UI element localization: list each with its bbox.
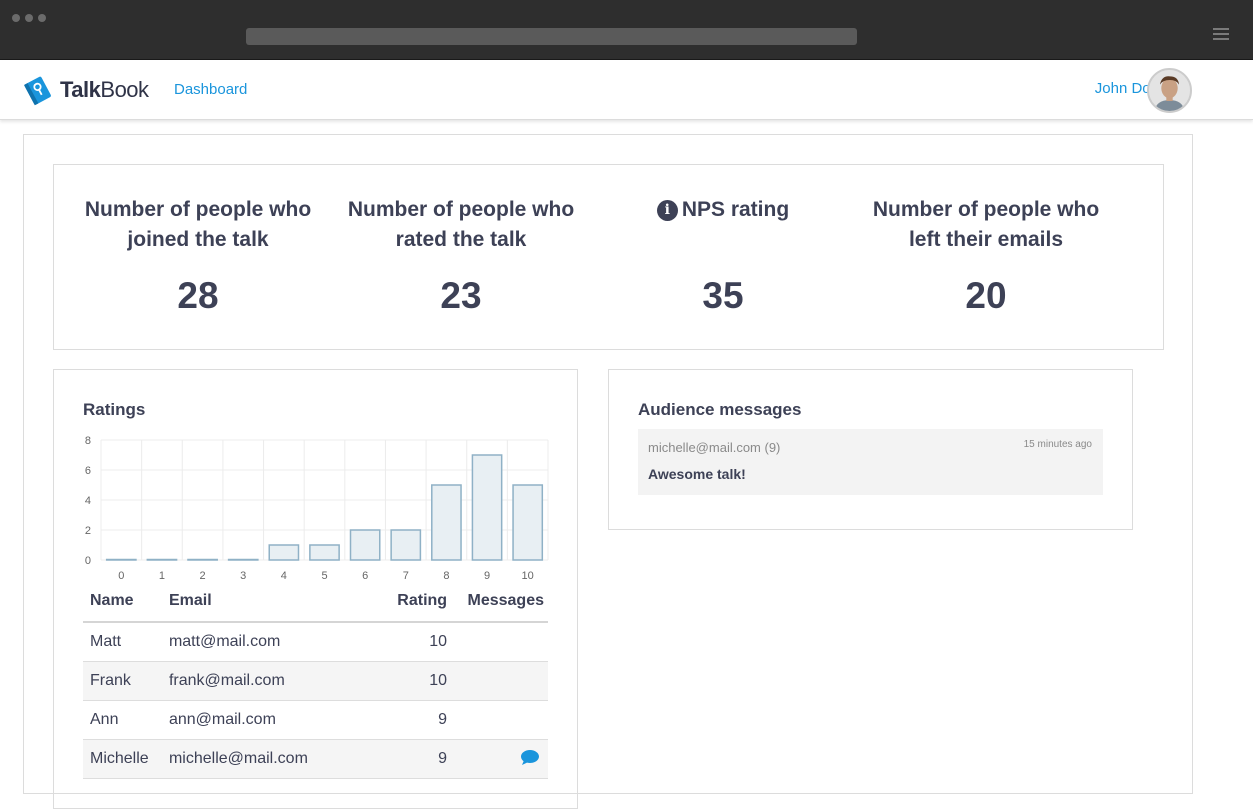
- cell-name: Ann: [83, 700, 162, 740]
- stat-value: 23: [440, 275, 482, 316]
- user-avatar-icon: [1149, 70, 1190, 111]
- x-tick-label: 7: [403, 570, 409, 582]
- stat-label: Number of people who rated the talk: [347, 198, 575, 251]
- cell-name: Michelle: [83, 739, 162, 779]
- cell-email: michelle@mail.com: [161, 739, 391, 779]
- table-row[interactable]: Ann ann@mail.com 9: [83, 700, 548, 740]
- x-tick-label: 3: [240, 570, 246, 582]
- column-header-rating[interactable]: Rating: [390, 585, 452, 623]
- column-header-email[interactable]: Email: [161, 585, 391, 623]
- bar-2: [187, 558, 218, 561]
- stat-emails: Number of people who left their emails 2…: [855, 195, 1117, 317]
- brand-name: TalkBook: [60, 77, 149, 103]
- column-header-name[interactable]: Name: [83, 585, 162, 623]
- bar-7: [390, 529, 422, 561]
- cell-messages: [451, 622, 548, 662]
- table-row[interactable]: Frank frank@mail.com 10: [83, 661, 548, 701]
- window-dot[interactable]: [12, 14, 20, 22]
- brand-name-light: Book: [100, 77, 149, 102]
- y-tick-label: 0: [85, 555, 91, 567]
- audience-messages-panel: Audience messages michelle@mail.com (9) …: [608, 369, 1133, 530]
- column-header-messages[interactable]: Messages: [451, 585, 548, 623]
- address-bar[interactable]: [246, 28, 857, 45]
- window-dot[interactable]: [38, 14, 46, 22]
- bar-0: [105, 558, 137, 561]
- stat-label: Number of people who left their emails: [872, 198, 1100, 251]
- top-navbar: TalkBook Dashboard John Doe: [0, 60, 1253, 120]
- bar-4: [268, 544, 300, 561]
- cell-email: ann@mail.com: [161, 700, 391, 740]
- cell-messages: [451, 739, 548, 779]
- y-tick-label: 8: [85, 435, 91, 447]
- stat-value: 35: [702, 275, 744, 316]
- table-row[interactable]: Matt matt@mail.com 10: [83, 622, 548, 662]
- ratings-bar-chart: 0 2 4 6 8 0 1 2 3 4 5 6 7 8 9 10: [85, 435, 549, 582]
- window-dot[interactable]: [25, 14, 33, 22]
- x-tick-label: 4: [281, 570, 287, 582]
- message-sender: michelle@mail.com (9): [648, 440, 781, 455]
- ratings-title: Ratings: [83, 400, 146, 419]
- ratings-panel: Ratings 0 2 4 6 8 0 1 2 3 4 5 6 7 8 9 10 Name Email Rat…: [53, 369, 578, 809]
- stat-label: NPS rating: [681, 198, 790, 221]
- x-tick-label: 5: [321, 570, 327, 582]
- bar-5: [309, 544, 340, 561]
- bar-1: [146, 558, 178, 561]
- cell-rating: 9: [390, 700, 452, 740]
- x-tick-label: 6: [362, 570, 368, 582]
- stat-label: Number of people who joined the talk: [84, 198, 312, 251]
- brand-name-bold: Talk: [60, 77, 101, 102]
- bar-10: [512, 484, 544, 561]
- brand-logo[interactable]: TalkBook: [22, 74, 149, 106]
- stat-value: 20: [965, 275, 1007, 316]
- y-tick-label: 6: [85, 465, 91, 477]
- cell-messages: [451, 661, 548, 701]
- stat-rated: Number of people who rated the talk 23: [330, 195, 592, 317]
- book-logo-icon: [24, 76, 51, 106]
- x-tick-label: 9: [484, 570, 490, 582]
- cell-name: Matt: [83, 622, 162, 662]
- ratings-table: Name Email Rating Messages Matt matt@mail…: [83, 585, 548, 779]
- table-row[interactable]: Michelle michelle@mail.com 9: [83, 739, 548, 779]
- info-icon[interactable]: i: [656, 200, 678, 221]
- cell-email: frank@mail.com: [161, 661, 391, 701]
- stat-value: 28: [177, 275, 219, 316]
- stat-label-nps: i NPS rating: [592, 195, 854, 225]
- nav-link-dashboard[interactable]: Dashboard: [174, 81, 248, 98]
- cell-rating: 10: [390, 661, 452, 701]
- y-tick-label: 2: [85, 525, 91, 537]
- avatar[interactable]: [1147, 68, 1192, 113]
- stats-panel: Number of people who joined the talk 28 …: [53, 164, 1164, 350]
- stat-joined: Number of people who joined the talk 28: [67, 195, 329, 317]
- cell-rating: 9: [390, 739, 452, 779]
- cell-email: matt@mail.com: [161, 622, 391, 662]
- x-tick-label: 10: [522, 570, 534, 582]
- user-menu-name[interactable]: John Doe: [1094, 80, 1159, 97]
- messages-title: Audience messages: [638, 400, 802, 419]
- bar-6: [349, 529, 381, 561]
- cell-messages: [451, 700, 548, 740]
- chat-bubble-icon[interactable]: [520, 749, 540, 767]
- y-tick-label: 4: [85, 495, 91, 507]
- x-tick-label: 2: [200, 570, 206, 582]
- x-tick-label: 0: [118, 570, 124, 582]
- message-item[interactable]: michelle@mail.com (9) 15 minutes ago Awe…: [638, 429, 1103, 495]
- window-controls[interactable]: [12, 14, 46, 22]
- bar-8: [431, 484, 462, 561]
- browser-menu-icon[interactable]: [1213, 28, 1229, 40]
- message-text: Awesome talk!: [648, 466, 746, 482]
- stat-nps: i NPS rating 35: [592, 195, 854, 317]
- bar-9: [471, 454, 503, 561]
- bar-3: [227, 558, 259, 561]
- browser-chrome: [0, 0, 1253, 60]
- x-tick-label: 8: [443, 570, 449, 582]
- message-timestamp: 15 minutes ago: [1023, 439, 1092, 450]
- cell-rating: 10: [390, 622, 452, 662]
- x-tick-label: 1: [159, 570, 165, 582]
- table-header-row: Name Email Rating Messages: [83, 585, 548, 623]
- dashboard-container: Number of people who joined the talk 28 …: [23, 134, 1193, 809]
- cell-name: Frank: [83, 661, 162, 701]
